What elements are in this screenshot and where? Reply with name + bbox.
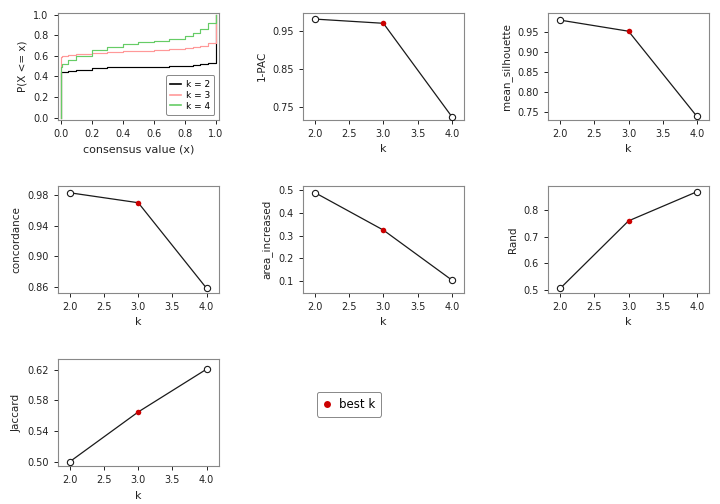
Y-axis label: area_increased: area_increased [262, 200, 273, 279]
X-axis label: k: k [380, 144, 387, 154]
X-axis label: k: k [625, 318, 632, 328]
Y-axis label: 1-PAC: 1-PAC [256, 51, 266, 81]
X-axis label: k: k [380, 318, 387, 328]
Y-axis label: Jaccard: Jaccard [12, 394, 22, 432]
Y-axis label: Rand: Rand [508, 226, 518, 253]
Y-axis label: mean_silhouette: mean_silhouette [501, 23, 512, 109]
X-axis label: consensus value (x): consensus value (x) [83, 144, 194, 154]
X-axis label: k: k [625, 144, 632, 154]
Y-axis label: P(X <= x): P(X <= x) [18, 40, 27, 92]
Y-axis label: concordance: concordance [12, 206, 22, 273]
Legend: k = 2, k = 3, k = 4: k = 2, k = 3, k = 4 [166, 76, 215, 115]
X-axis label: k: k [135, 491, 142, 501]
Legend: best k: best k [317, 392, 382, 417]
X-axis label: k: k [135, 318, 142, 328]
